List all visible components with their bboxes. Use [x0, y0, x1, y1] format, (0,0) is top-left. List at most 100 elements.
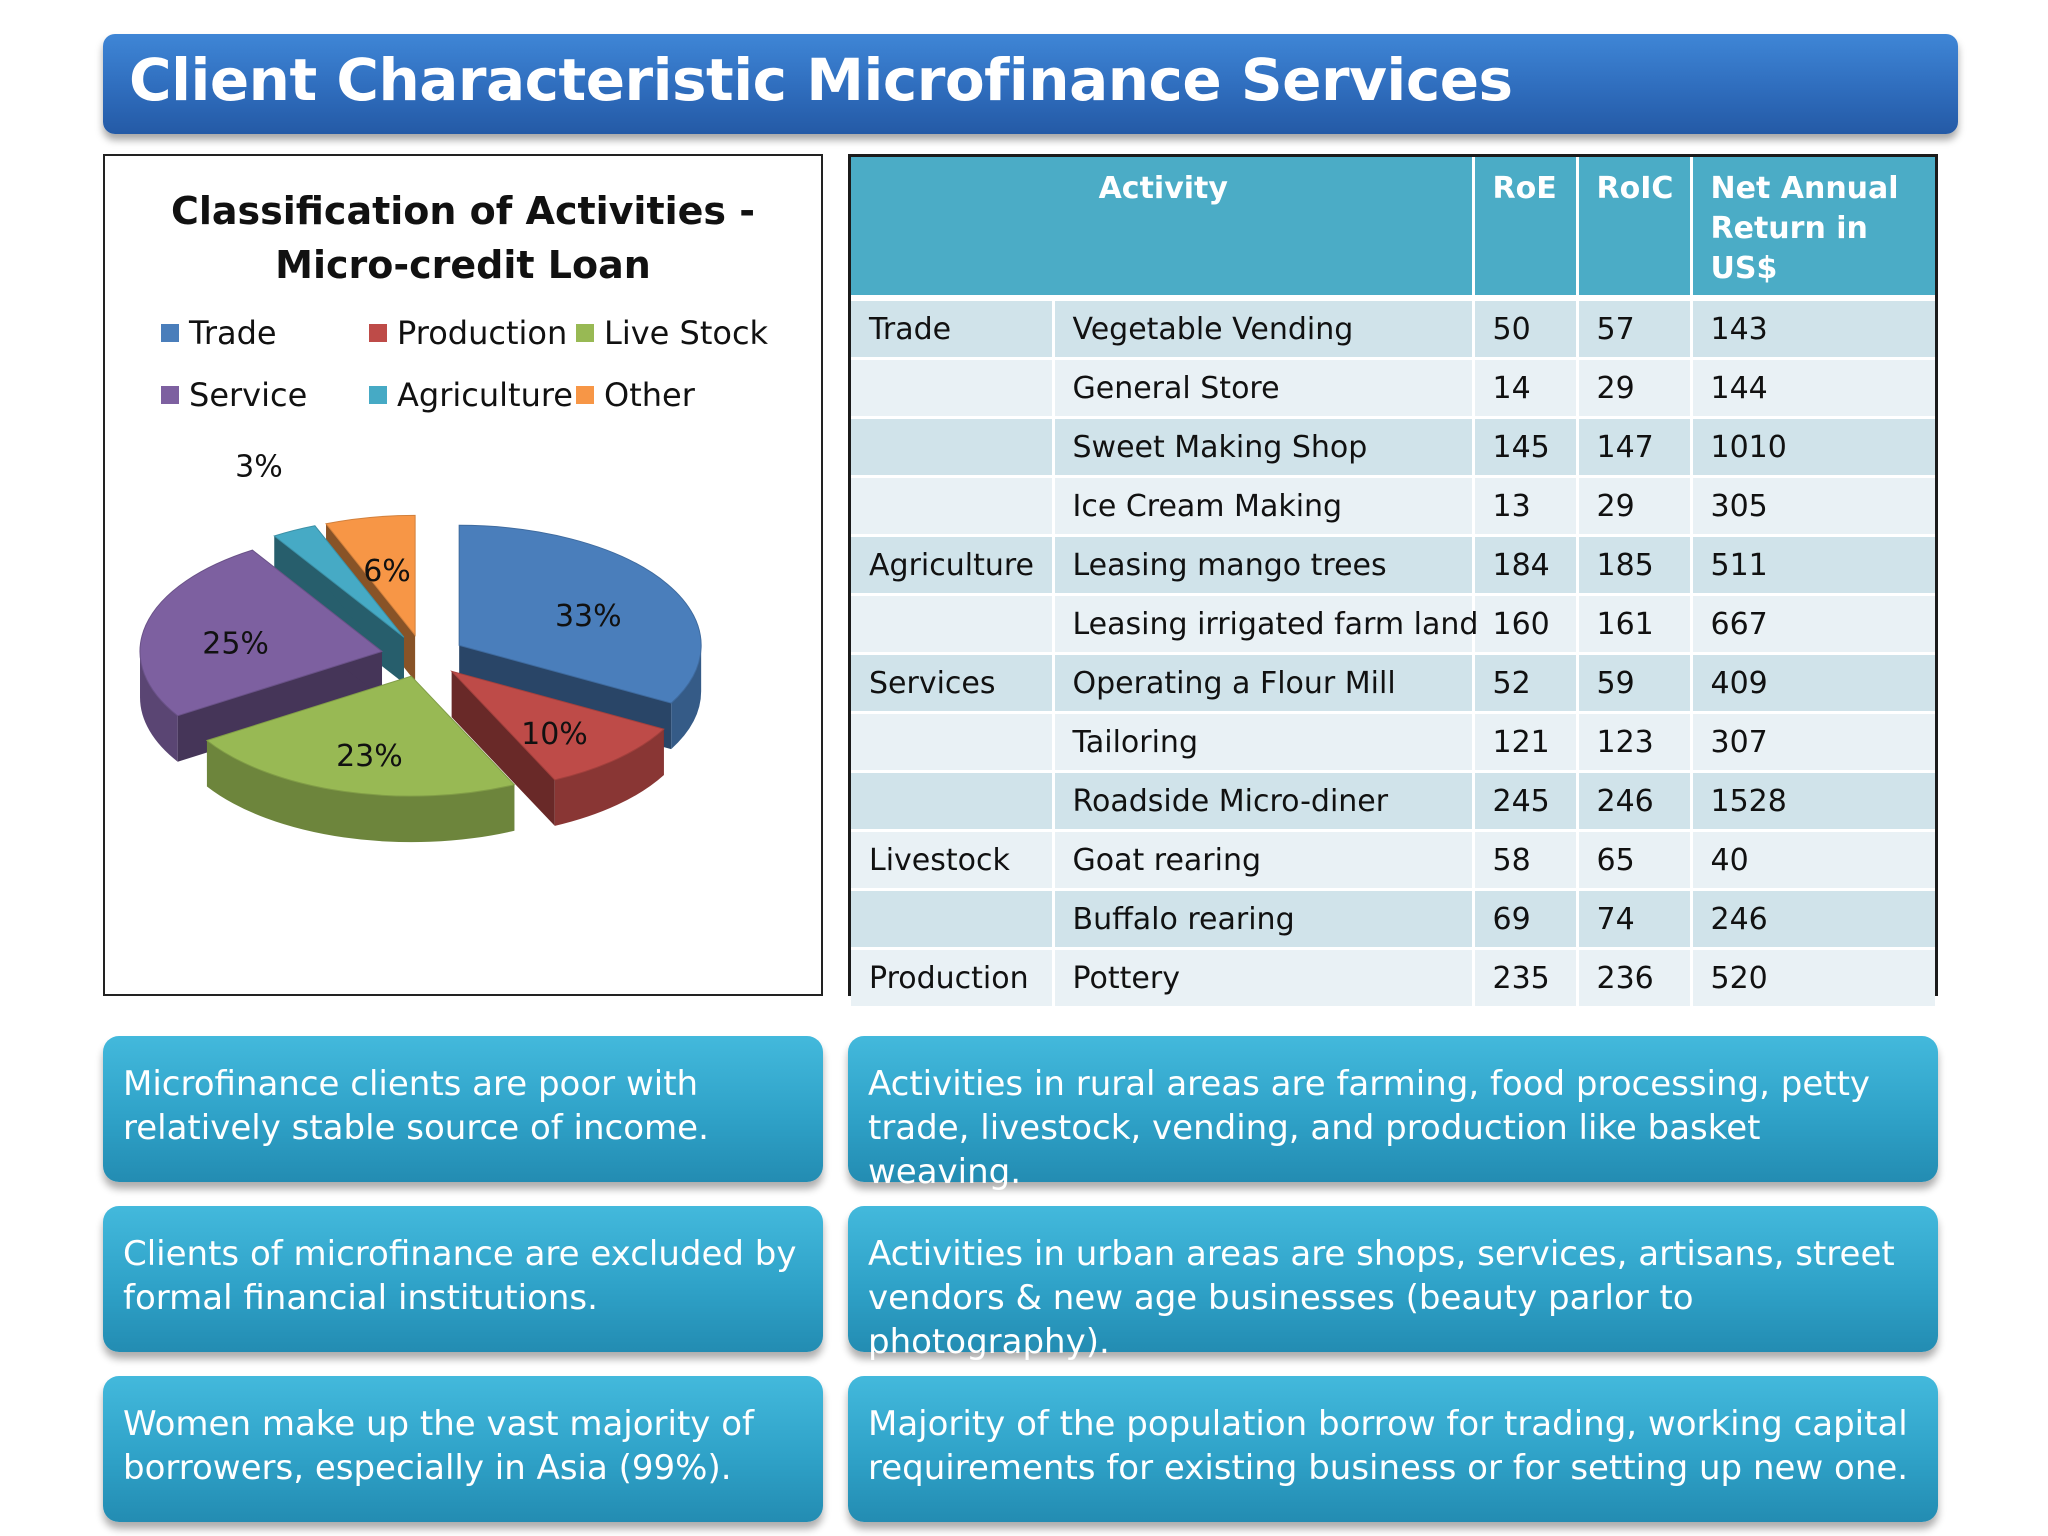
cell-net-return: 409: [1691, 653, 1935, 714]
cell-roic: 57: [1577, 298, 1693, 360]
cell-category: Services: [851, 653, 1055, 714]
cell-net-return: 144: [1691, 358, 1935, 419]
cell-roe: 52: [1473, 653, 1579, 714]
legend-label: Production: [397, 314, 568, 352]
cell-net-return: 40: [1691, 830, 1935, 891]
cell-activity: Goat rearing: [1053, 830, 1475, 891]
table-row: Ice Cream Making 13 29 305: [851, 476, 1935, 537]
cell-net-return: 520: [1691, 948, 1935, 1009]
cell-net-return: 511: [1691, 535, 1935, 596]
table-header-row: Activity RoE RoIC Net Annual Return in U…: [851, 157, 1935, 301]
note-urban-activities: Activities in urban areas are shops, ser…: [848, 1206, 1938, 1362]
cell-activity: Vegetable Vending: [1053, 298, 1475, 360]
cell-roe: 14: [1473, 358, 1579, 419]
cell-category: [851, 771, 1055, 832]
pie-slice-live-stock: [205, 675, 516, 843]
legend-label: Agriculture: [397, 376, 573, 414]
table-row: Services Operating a Flour Mill 52 59 409: [851, 653, 1935, 714]
table-row: Roadside Micro-diner 245 246 1528: [851, 771, 1935, 832]
cell-category: Livestock: [851, 830, 1055, 891]
legend-swatch: [369, 386, 387, 404]
cell-net-return: 1010: [1691, 417, 1935, 478]
cell-roe: 235: [1473, 948, 1579, 1009]
page-title: Client Characteristic Microfinance Servi…: [129, 46, 1513, 114]
pie-label-other: 6%: [363, 554, 411, 589]
legend-item-service: Service: [161, 376, 307, 414]
cell-roe: 69: [1473, 889, 1579, 950]
pie-label-production: 10%: [521, 717, 588, 752]
cell-roic: 147: [1577, 417, 1693, 478]
pie-label-live-stock: 23%: [336, 739, 403, 774]
cell-roic: 246: [1577, 771, 1693, 832]
cell-roe: 145: [1473, 417, 1579, 478]
cell-category: Production: [851, 948, 1055, 1009]
cell-roic: 185: [1577, 535, 1693, 596]
cell-category: [851, 476, 1055, 537]
table-row: Agriculture Leasing mango trees 184 185 511: [851, 535, 1935, 596]
cell-roic: 59: [1577, 653, 1693, 714]
cell-activity: General Store: [1053, 358, 1475, 419]
legend-item-trade: Trade: [161, 314, 277, 352]
pie-label-agriculture: 3%: [235, 450, 283, 485]
cell-net-return: 667: [1691, 594, 1935, 655]
cell-roic: 29: [1577, 476, 1693, 537]
chart-title-line-2: Micro-credit Loan: [275, 243, 651, 287]
legend-item-other: Other: [576, 376, 695, 414]
cell-roic: 74: [1577, 889, 1693, 950]
cell-category: Agriculture: [851, 535, 1055, 596]
legend-label: Service: [189, 376, 308, 414]
pie-chart: 33% 10% 23% 25% 3% 6%: [139, 450, 702, 843]
cell-roic: 29: [1577, 358, 1693, 419]
cell-roe: 58: [1473, 830, 1579, 891]
cell-net-return: 305: [1691, 476, 1935, 537]
cell-category: [851, 594, 1055, 655]
pie-chart-panel: 33% 10% 23% 25% 3% 6% Classification of Activ…: [103, 154, 823, 996]
note-borrowing-purpose: Majority of the population borrow for tr…: [848, 1376, 1938, 1522]
cell-net-return: 1528: [1691, 771, 1935, 832]
cell-activity: Roadside Micro-diner: [1053, 771, 1475, 832]
cell-roe: 160: [1473, 594, 1579, 655]
legend-label: Other: [604, 376, 695, 414]
legend-item-agriculture: Agriculture: [369, 376, 573, 414]
cell-activity: Operating a Flour Mill: [1053, 653, 1475, 714]
activity-returns-table: Activity RoE RoIC Net Annual Return in U…: [848, 154, 1938, 1009]
cell-activity: Sweet Making Shop: [1053, 417, 1475, 478]
table-body: Trade Vegetable Vending 50 57 143 General Sto…: [851, 298, 1935, 1009]
header-roic: RoIC: [1577, 157, 1693, 301]
cell-roe: 50: [1473, 298, 1579, 360]
chart-title-line-1: Classification of Activities -: [170, 189, 756, 233]
legend-swatch: [161, 386, 179, 404]
table-row: Leasing irrigated farm land 160 161 667: [851, 594, 1935, 655]
cell-roic: 65: [1577, 830, 1693, 891]
table-row: Production Pottery 235 236 520: [851, 948, 1935, 1009]
header-activity: Activity: [851, 157, 1475, 301]
header-net-return: Net Annual Return in US$: [1691, 157, 1935, 301]
legend-swatch: [576, 386, 594, 404]
note-clients-poor: Microfinance clients are poor with relat…: [103, 1036, 823, 1182]
cell-roe: 245: [1473, 771, 1579, 832]
pie-label-trade: 33%: [555, 599, 622, 634]
pie-label-service: 25%: [202, 627, 269, 662]
cell-net-return: 307: [1691, 712, 1935, 773]
cell-category: Trade: [851, 298, 1055, 360]
cell-roe: 184: [1473, 535, 1579, 596]
header-roe: RoE: [1473, 157, 1579, 301]
cell-activity: Pottery: [1053, 948, 1475, 1009]
cell-roic: 123: [1577, 712, 1693, 773]
legend-swatch: [369, 324, 387, 342]
title-banner: Client Characteristic Microfinance Servi…: [103, 34, 1958, 134]
cell-category: [851, 358, 1055, 419]
table-row: Sweet Making Shop 145 147 1010: [851, 417, 1935, 478]
cell-roic: 161: [1577, 594, 1693, 655]
cell-category: [851, 889, 1055, 950]
pie-slice-production: [450, 670, 665, 826]
legend-label: Trade: [189, 314, 277, 352]
cell-category: [851, 417, 1055, 478]
cell-activity: Leasing mango trees: [1053, 535, 1475, 596]
table-row: Buffalo rearing 69 74 246: [851, 889, 1935, 950]
cell-roe: 13: [1473, 476, 1579, 537]
cell-net-return: 143: [1691, 298, 1935, 360]
note-clients-excluded: Clients of microfinance are excluded by …: [103, 1206, 823, 1352]
cell-net-return: 246: [1691, 889, 1935, 950]
legend-item-production: Production: [369, 314, 567, 352]
